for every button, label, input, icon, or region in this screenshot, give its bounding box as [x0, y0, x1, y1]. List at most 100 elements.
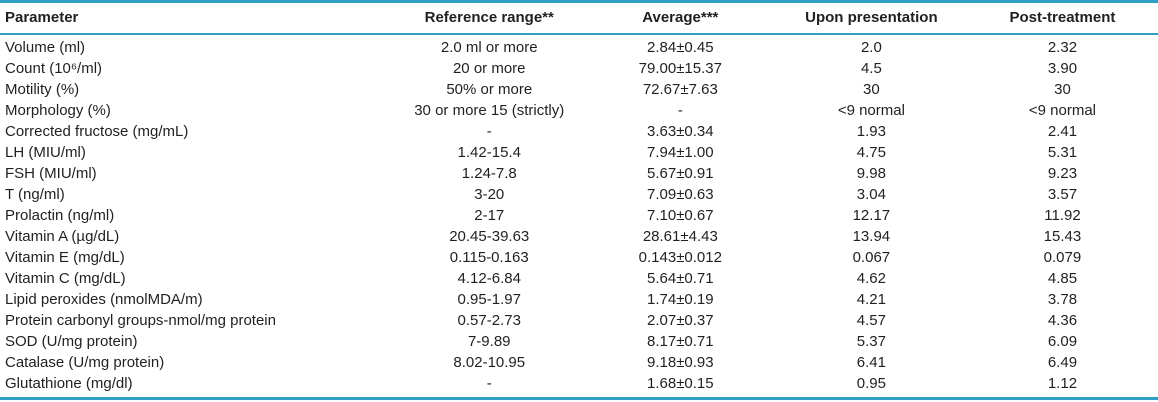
- post-treatment-cell: 4.85: [1047, 270, 1078, 287]
- table-row: Morphology (%) 30 or more 15 (strictly) - <…: [0, 100, 1158, 121]
- parameter-cell: SOD (U/mg protein): [5, 333, 138, 350]
- reference-range-cell: 30 or more 15 (strictly): [414, 102, 565, 119]
- post-treatment-cell: <9 normal: [1028, 102, 1097, 119]
- table-row: Corrected fructose (mg/mL) - 3.63±0.34 1.93…: [0, 121, 1158, 142]
- upon-presentation-cell: 5.37: [856, 333, 886, 350]
- average-cell: 79.00±15.37: [638, 60, 722, 77]
- average-cell: 5.64±0.71: [647, 270, 714, 287]
- upon-presentation-cell: 30: [863, 81, 880, 98]
- parameter-cell: FSH (MIU/ml): [5, 165, 97, 182]
- reference-range-cell: 20 or more: [452, 60, 526, 77]
- reference-range-cell: 2.0 ml or more: [440, 39, 538, 56]
- table-row: Vitamin E (mg/dL) 0.115-0.163 0.143±0.012 0…: [0, 247, 1158, 268]
- table-row: Vitamin C (mg/dL) 4.12-6.84 5.64±0.71 4.62 4…: [0, 268, 1158, 289]
- upon-presentation-cell: 0.067: [852, 249, 891, 266]
- average-cell: 7.10±0.67: [647, 207, 714, 224]
- upon-presentation-cell: 4.75: [856, 144, 886, 161]
- reference-range-cell: 0.57-2.73: [457, 312, 521, 329]
- upon-presentation-cell: 0.95: [856, 375, 886, 392]
- table-row: Prolactin (ng/ml) 2-17 7.10±0.67 12.17 11.92: [0, 205, 1158, 226]
- post-treatment-cell: 3.78: [1047, 291, 1078, 308]
- parameter-cell: Volume (ml): [5, 39, 86, 56]
- average-cell: -: [677, 102, 683, 119]
- parameter-cell: Protein carbonyl groups-nmol/mg protein: [5, 312, 276, 329]
- post-treatment-cell: 0.079: [1043, 249, 1082, 266]
- column-header-reference-range: Reference range**: [393, 1, 585, 35]
- parameter-cell: Vitamin A (µg/dL): [5, 228, 120, 245]
- upon-presentation-cell: 4.62: [856, 270, 886, 287]
- post-treatment-cell: 2.41: [1047, 123, 1078, 140]
- table-row: SOD (U/mg protein) 7-9.89 8.17±0.71 5.37 6.0…: [0, 331, 1158, 352]
- post-treatment-cell: 11.92: [1044, 207, 1081, 224]
- average-cell: 28.61±4.43: [642, 228, 718, 245]
- post-treatment-cell: 9.23: [1047, 165, 1078, 182]
- average-cell: 3.63±0.34: [647, 123, 714, 140]
- average-cell: 8.17±0.71: [647, 333, 714, 350]
- upon-presentation-cell: 1.93: [856, 123, 886, 140]
- column-header-parameter: Parameter: [0, 1, 394, 35]
- reference-range-cell: -: [486, 123, 492, 140]
- post-treatment-cell: 15.43: [1043, 228, 1082, 245]
- upon-presentation-cell: 9.98: [856, 165, 886, 182]
- post-treatment-cell: 5.31: [1047, 144, 1078, 161]
- average-cell: 72.67±7.63: [642, 81, 718, 98]
- table-row: Volume (ml) 2.0 ml or more 2.84±0.45 2.0 2.3…: [0, 34, 1158, 58]
- post-treatment-cell: 6.49: [1047, 354, 1078, 371]
- post-treatment-cell: 3.90: [1047, 60, 1078, 77]
- table-row: Vitamin A (µg/dL) 20.45-39.63 28.61±4.43 13…: [0, 226, 1158, 247]
- table-row: Count (10⁶/ml) 20 or more 79.00±15.37 4.5 3.…: [0, 58, 1158, 79]
- upon-presentation-cell: 3.04: [856, 186, 886, 203]
- reference-range-cell: 3-20: [474, 186, 505, 203]
- post-treatment-cell: 30: [1054, 81, 1071, 98]
- reference-range-cell: 50% or more: [446, 81, 533, 98]
- parameter-cell: T (ng/ml): [5, 186, 65, 203]
- post-treatment-cell: 3.57: [1047, 186, 1078, 203]
- average-cell: 0.143±0.012: [638, 249, 722, 266]
- upon-presentation-cell: 6.41: [856, 354, 886, 371]
- table-row: Glutathione (mg/dl) - 1.68±0.15 0.95 1.12: [0, 373, 1158, 399]
- header-row: Parameter Reference range** Average*** U…: [0, 1, 1158, 35]
- table-row: Protein carbonyl groups-nmol/mg protein 0…: [0, 310, 1158, 331]
- table-row: LH (MIU/ml) 1.42-15.4 7.94±1.00 4.75 5.31: [0, 142, 1158, 163]
- upon-presentation-cell: 4.5: [860, 60, 882, 77]
- average-cell: 1.74±0.19: [647, 291, 714, 308]
- column-header-average: Average***: [584, 1, 776, 35]
- parameter-cell: LH (MIU/ml): [5, 144, 86, 161]
- reference-range-cell: 7-9.89: [467, 333, 511, 350]
- reference-range-cell: 0.95-1.97: [457, 291, 521, 308]
- parameter-cell: Count (10⁶/ml): [5, 60, 103, 77]
- parameter-cell: Morphology (%): [5, 102, 111, 119]
- parameter-cell: Lipid peroxides (nmolMDA/m): [5, 291, 203, 308]
- table-row: FSH (MIU/ml) 1.24-7.8 5.67±0.91 9.98 9.23: [0, 163, 1158, 184]
- post-treatment-cell: 2.32: [1047, 39, 1078, 56]
- table-body: Volume (ml) 2.0 ml or more 2.84±0.45 2.0 2.3…: [0, 34, 1158, 399]
- parameter-cell: Corrected fructose (mg/mL): [5, 123, 189, 140]
- upon-presentation-cell: 4.21: [856, 291, 886, 308]
- reference-range-cell: 1.42-15.4: [457, 144, 521, 161]
- reference-range-cell: 20.45-39.63: [449, 228, 530, 245]
- column-header-upon-presentation: Upon presentation: [775, 1, 967, 35]
- reference-range-cell: 8.02-10.95: [453, 354, 526, 371]
- upon-presentation-cell: 2.0: [860, 39, 882, 56]
- reference-range-cell: 1.24-7.8: [461, 165, 517, 182]
- parameter-cell: Motility (%): [5, 81, 80, 98]
- average-cell: 5.67±0.91: [647, 165, 714, 182]
- average-cell: 7.94±1.00: [647, 144, 714, 161]
- reference-range-cell: -: [486, 375, 492, 392]
- parameter-cell: Catalase (U/mg protein): [5, 354, 165, 371]
- post-treatment-cell: 6.09: [1047, 333, 1078, 350]
- upon-presentation-cell: <9 normal: [837, 102, 905, 119]
- table-row: Catalase (U/mg protein) 8.02-10.95 9.18±0.…: [0, 352, 1158, 373]
- reference-range-cell: 0.115-0.163: [449, 249, 529, 266]
- table-row: T (ng/ml) 3-20 7.09±0.63 3.04 3.57: [0, 184, 1158, 205]
- table-row: Motility (%) 50% or more 72.67±7.63 30 30: [0, 79, 1158, 100]
- average-cell: 2.07±0.37: [647, 312, 714, 329]
- post-treatment-cell: 4.36: [1047, 312, 1078, 329]
- table-row: Lipid peroxides (nmolMDA/m) 0.95-1.97 1.74…: [0, 289, 1158, 310]
- parameter-cell: Vitamin C (mg/dL): [5, 270, 126, 287]
- average-cell: 2.84±0.45: [647, 39, 714, 56]
- average-cell: 9.18±0.93: [647, 354, 714, 371]
- column-header-post-treatment: Post-treatment: [966, 1, 1158, 35]
